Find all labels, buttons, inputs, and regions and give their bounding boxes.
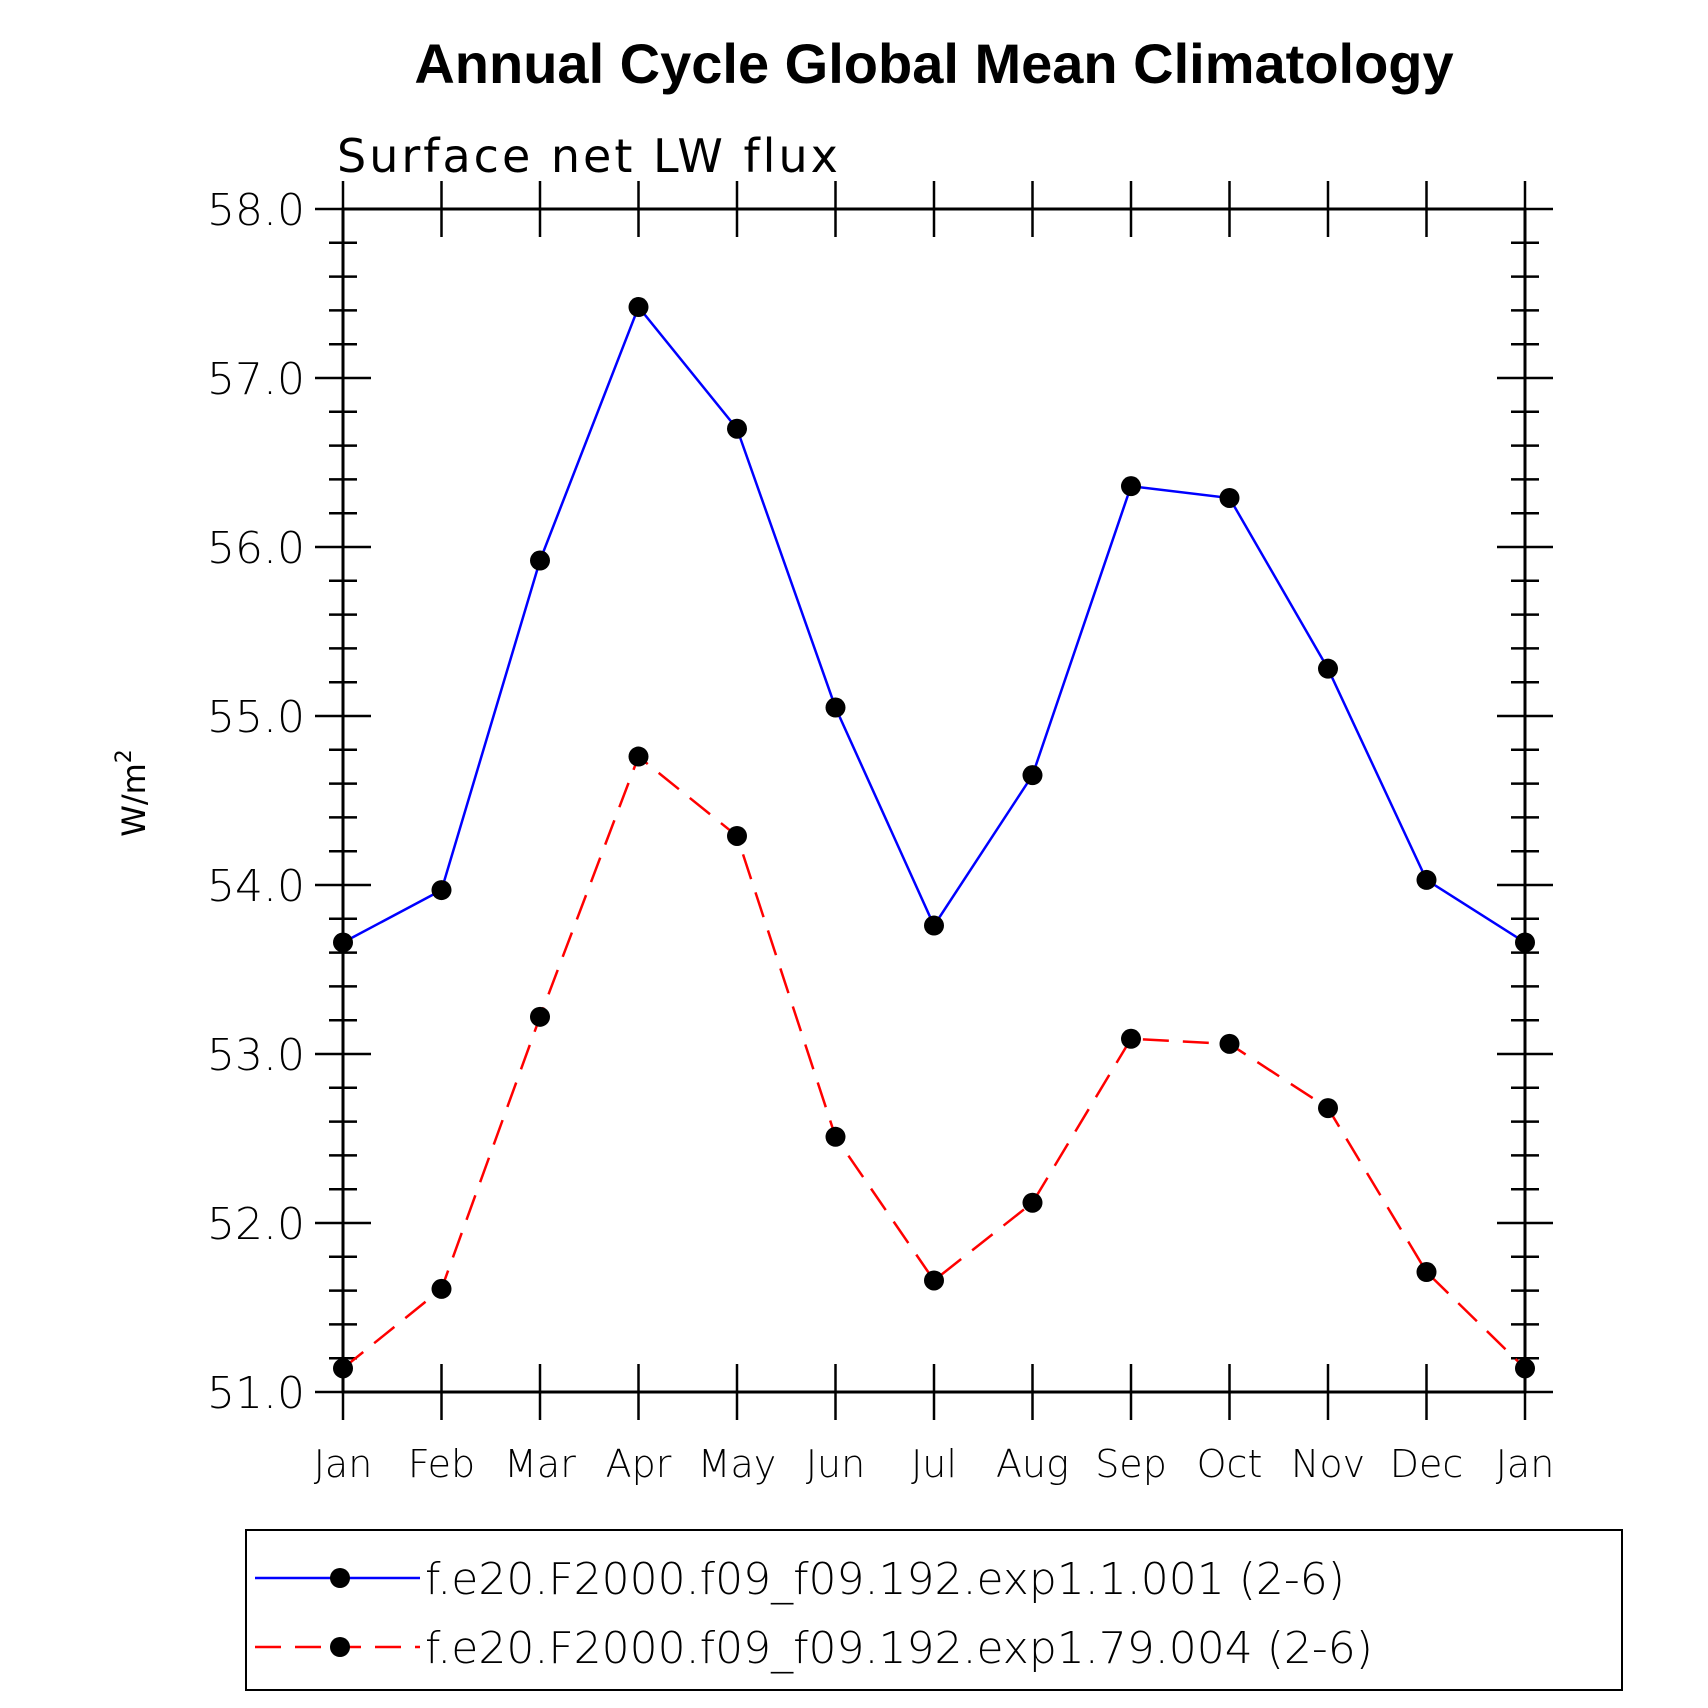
data-point-series-2 [628,746,649,767]
data-point-series-2 [924,1270,944,1291]
x-tick-label: Mar [504,1442,576,1486]
x-tick-label: Sep [1095,1442,1167,1486]
legend: f.e20.F2000.f09_f09.192.exp1.1.001 (2-6)… [245,1529,1623,1691]
y-tick-label: 58.0 [207,185,305,236]
y-tick-label: 52.0 [207,1199,305,1250]
y-tick-label: 51.0 [207,1368,305,1419]
x-tick-label: Nov [1291,1442,1365,1486]
data-point-series-2 [1318,1098,1338,1119]
y-tick-label: 55.0 [207,692,305,743]
y-tick-label: 56.0 [207,523,305,574]
ticks-layer [315,181,1553,1420]
data-point-series-1 [628,297,649,318]
data-point-series-1 [727,418,747,439]
x-tick-label: Jul [911,1442,957,1486]
data-point-series-2 [333,1358,353,1379]
legend-label-series-2: f.e20.F2000.f09_f09.192.exp1.79.004 (2-6… [425,1623,1373,1674]
y-axis-label-group: W/m2 [112,749,153,837]
series-line-1 [342,304,1526,944]
data-point-series-2 [1022,1192,1043,1213]
plot-frame [341,207,1527,1394]
data-point-series-1 [1121,476,1141,497]
data-point-series-1 [825,697,846,718]
data-point-series-2 [431,1278,452,1299]
data-point-series-1 [1515,932,1535,953]
y-tick-label: 54.0 [207,861,305,912]
data-point-series-1 [431,880,452,901]
y-tick-label: 53.0 [207,1030,305,1081]
chart-title: Annual Cycle Global Mean Climatology [414,32,1453,95]
y-tick-label: 57.0 [207,354,305,405]
x-tick-label: Jun [806,1442,865,1486]
data-point-series-1 [333,932,353,953]
x-tick-label: Aug [996,1442,1069,1486]
data-point-series-1 [530,550,550,571]
data-point-series-2 [530,1006,550,1027]
x-tick-labels: Jan Feb Mar Apr May Jun Jul Aug Sep Oct Nov Dec Jan [314,1442,1555,1486]
data-point-series-2 [1121,1028,1141,1049]
data-point-series-1 [924,915,944,936]
y-axis-label: W/m2 [112,749,153,837]
legend-label-series-1: f.e20.F2000.f09_f09.192.exp1.1.001 (2-6) [425,1554,1345,1605]
y-axis-label-unit: W/m [115,763,153,837]
data-point-series-1 [1219,487,1240,508]
y-tick-labels: 51.0 52.0 53.0 54.0 55.0 56.0 57.0 58.0 [207,185,305,1419]
legend-box [245,1529,1623,1691]
x-tick-label: Dec [1390,1442,1464,1486]
x-tick-label: Feb [408,1442,475,1486]
x-tick-label: Jan [314,1442,373,1486]
data-point-series-1 [1318,658,1338,679]
x-tick-label: Jan [1496,1442,1555,1486]
legend-marker-series-2 [330,1637,350,1657]
data-point-series-2 [1219,1033,1240,1054]
legend-marker-series-1 [330,1568,350,1588]
chart-subtitle: Surface net LW flux [337,129,841,183]
series-layer [333,297,1535,1379]
data-point-series-2 [727,825,747,846]
data-point-series-2 [1515,1358,1535,1379]
data-point-series-1 [1022,765,1043,786]
x-tick-label: Apr [606,1442,672,1486]
data-point-series-2 [825,1126,846,1147]
data-point-series-1 [1416,869,1437,890]
y-axis-label-superscript: 2 [112,749,137,763]
x-tick-label: Oct [1197,1442,1263,1486]
data-point-series-2 [1416,1262,1437,1283]
x-tick-label: May [698,1442,777,1486]
